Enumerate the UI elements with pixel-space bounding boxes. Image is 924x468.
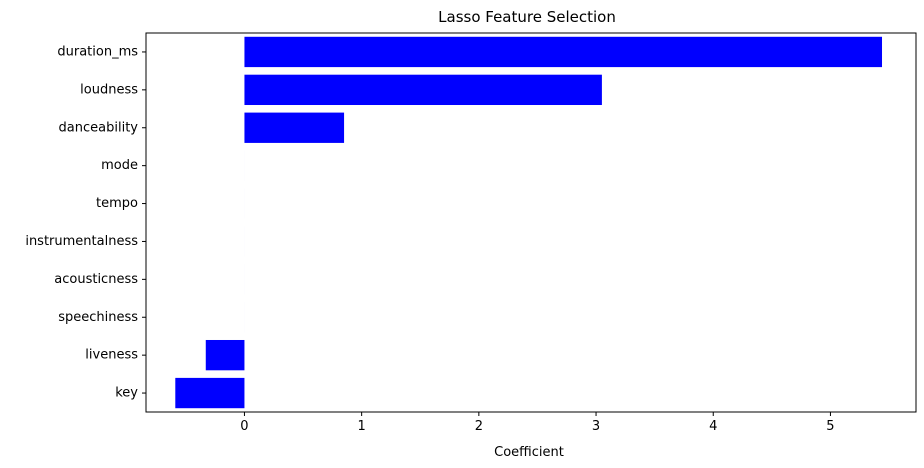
y-tick-label: instrumentalness: [25, 234, 138, 249]
bars-layer: [175, 36, 883, 409]
x-axis-ticks: 0 1 2 3 4 5: [240, 412, 835, 434]
x-tick-label: 3: [592, 419, 600, 434]
y-tick-label: liveness: [85, 348, 138, 363]
y-tick-label: tempo: [96, 196, 138, 211]
y-tick-label: acousticness: [54, 272, 138, 287]
bar-duration-ms: [244, 36, 883, 68]
y-tick-label: key: [115, 386, 138, 401]
x-tick-label: 4: [709, 419, 717, 434]
y-tick-label: danceability: [59, 120, 139, 135]
y-axis-ticks: duration_ms loudness danceability mode tempo…: [25, 44, 146, 401]
plot-area-frame: [145, 32, 917, 413]
x-tick-label: 1: [358, 419, 366, 434]
y-tick-label: mode: [101, 158, 138, 173]
y-tick-label: speechiness: [58, 310, 138, 325]
bar-key: [175, 377, 245, 409]
bar-danceability: [244, 112, 345, 143]
y-tick-label: loudness: [80, 82, 138, 97]
bar-loudness: [244, 74, 602, 106]
y-tick-label: duration_ms: [57, 44, 138, 59]
x-axis-label: Coefficient: [494, 445, 564, 460]
bar-liveness: [205, 339, 245, 371]
chart-title: Lasso Feature Selection: [438, 8, 616, 26]
x-tick-label: 2: [475, 419, 483, 434]
x-tick-label: 0: [240, 419, 248, 434]
x-tick-label: 5: [826, 419, 834, 434]
